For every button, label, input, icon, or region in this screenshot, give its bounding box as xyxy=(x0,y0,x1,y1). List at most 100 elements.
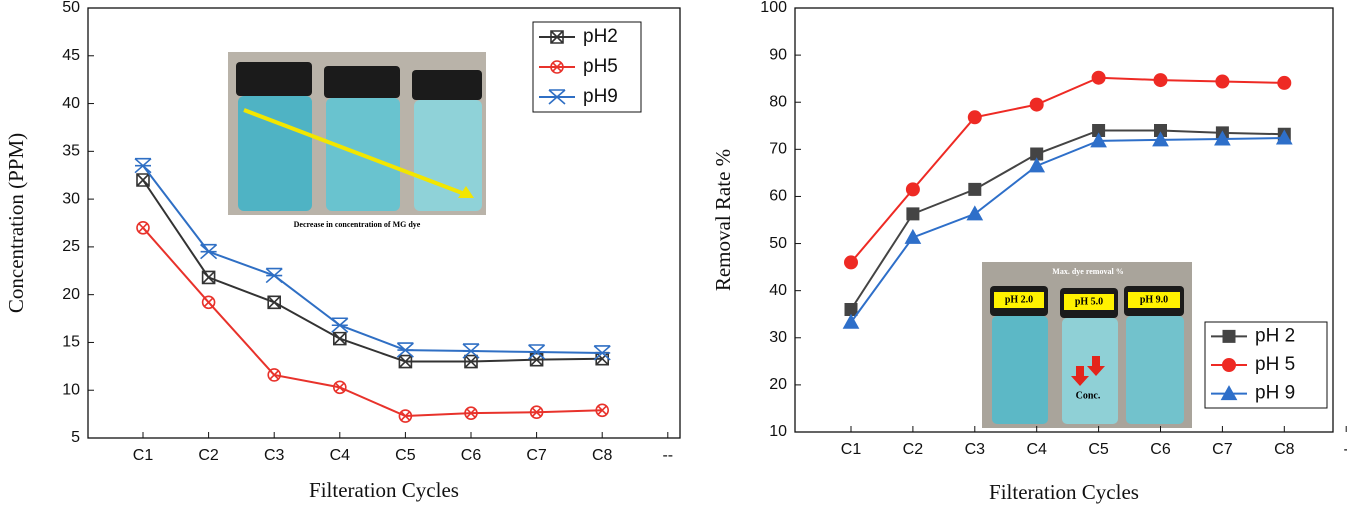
marker xyxy=(593,345,611,361)
x-tick-label: C2 xyxy=(198,447,219,464)
y-tick-label: 50 xyxy=(62,0,80,16)
inset-label: pH 2.0 xyxy=(1005,294,1033,305)
marker xyxy=(1220,385,1238,401)
series-line xyxy=(142,165,603,354)
x-tick-label: C4 xyxy=(330,447,351,464)
y-tick-label: 45 xyxy=(62,47,80,64)
legend-label: pH5 xyxy=(583,56,618,77)
inset-label: Conc. xyxy=(1076,390,1101,401)
marker xyxy=(550,60,564,74)
y-tick-label: 30 xyxy=(769,329,787,346)
jar xyxy=(992,316,1048,424)
x-axis-label: Filteration Cycles xyxy=(309,478,459,502)
inset-photo xyxy=(228,52,486,215)
marker xyxy=(331,317,349,333)
marker xyxy=(333,331,347,346)
series-line xyxy=(850,137,1285,323)
marker xyxy=(1222,329,1236,343)
label-tag xyxy=(1128,292,1180,308)
y-tick-label: 30 xyxy=(62,190,80,207)
x-tick-label: C3 xyxy=(264,447,285,464)
marker xyxy=(550,30,564,44)
x-tick-label: C4 xyxy=(1026,441,1047,458)
jar-cap xyxy=(236,62,312,96)
marker xyxy=(267,368,282,382)
marker xyxy=(528,344,546,360)
marker xyxy=(1090,132,1107,148)
marker xyxy=(843,255,859,270)
arrow-head xyxy=(458,186,474,198)
legend-label: pH 2 xyxy=(1255,325,1295,346)
y-tick-label: 70 xyxy=(769,141,787,158)
x-tick-label: C5 xyxy=(395,447,416,464)
arrow xyxy=(1087,356,1105,376)
y-tick-label: 15 xyxy=(62,334,80,351)
marker xyxy=(1092,123,1106,137)
y-axis-label: Removal Rate % xyxy=(711,149,735,291)
series-line xyxy=(142,179,603,363)
inset-label: pH 5.0 xyxy=(1075,296,1103,307)
y-tick-label: 35 xyxy=(62,143,80,160)
marker xyxy=(396,342,414,358)
marker xyxy=(201,295,216,310)
marker xyxy=(398,354,413,369)
marker xyxy=(134,157,152,174)
x-tick-label: C5 xyxy=(1088,441,1109,458)
marker xyxy=(398,409,413,423)
marker xyxy=(1277,75,1292,90)
marker xyxy=(265,267,283,284)
jar-cap xyxy=(324,66,400,98)
plot-frame xyxy=(794,7,1334,433)
marker xyxy=(267,295,281,310)
legend-label: pH2 xyxy=(583,26,618,47)
marker xyxy=(464,354,478,369)
y-tick-label: 90 xyxy=(769,46,787,63)
x-tick-label: C1 xyxy=(841,441,862,458)
marker xyxy=(464,406,478,420)
marker xyxy=(967,110,982,125)
x-axis-label: Filteration Cycles xyxy=(989,480,1139,504)
inset-label: Max. dye removal % xyxy=(1052,267,1123,276)
marker xyxy=(1028,157,1046,173)
marker xyxy=(136,220,150,235)
series-line xyxy=(142,227,603,418)
label-tag xyxy=(1064,294,1114,310)
legend-label: pH9 xyxy=(583,86,618,107)
marker xyxy=(200,243,218,260)
marker xyxy=(201,270,216,285)
inset-caption: Decrease in concentration of MG dye xyxy=(294,220,421,229)
marker xyxy=(332,380,347,395)
plot-frame xyxy=(87,7,681,439)
marker xyxy=(548,89,566,105)
jar xyxy=(1126,316,1184,424)
marker xyxy=(1152,131,1169,147)
x-tick-label: C6 xyxy=(1150,441,1171,458)
inset-photo xyxy=(982,262,1192,428)
marker xyxy=(1275,129,1293,145)
arrow xyxy=(1071,366,1089,386)
y-tick-label: 40 xyxy=(769,282,787,299)
x-tick-label: C7 xyxy=(1212,441,1233,458)
marker xyxy=(842,313,860,329)
label-tag xyxy=(994,292,1044,308)
y-tick-label: 10 xyxy=(62,381,80,398)
marker xyxy=(1221,358,1237,372)
y-tick-label: 80 xyxy=(769,93,787,110)
marker xyxy=(906,207,920,221)
x-tick-label: C1 xyxy=(133,447,154,464)
marker xyxy=(968,182,982,196)
x-tick-label: C7 xyxy=(526,447,547,464)
jar xyxy=(1062,318,1118,424)
y-tick-label: 20 xyxy=(769,376,787,393)
marker xyxy=(462,343,480,359)
marker xyxy=(1030,147,1044,161)
y-tick-label: 10 xyxy=(769,423,787,440)
series-line xyxy=(850,76,1285,264)
x-tick-label: C3 xyxy=(965,441,986,458)
marker xyxy=(1029,97,1044,112)
legend-label: pH 9 xyxy=(1255,383,1295,404)
x-tick-label: C8 xyxy=(592,447,613,464)
y-tick-label: 60 xyxy=(769,188,787,205)
legend-label: pH 5 xyxy=(1255,354,1295,375)
